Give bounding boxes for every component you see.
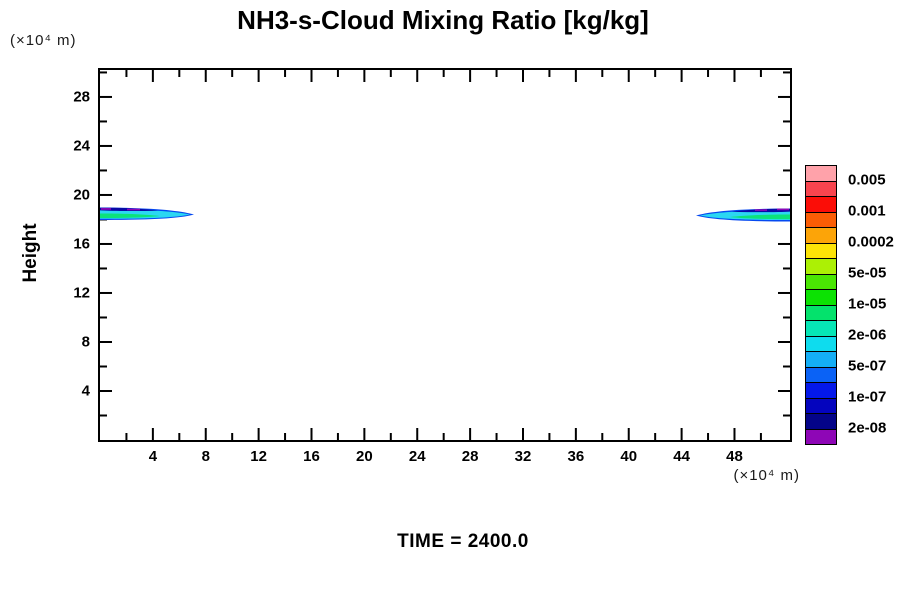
colorbar-label: 1e-05 <box>848 295 887 313</box>
colorbar-label: 0.0002 <box>848 233 894 251</box>
left-cloud-band <box>101 208 111 210</box>
colorbar-cell <box>806 336 836 352</box>
colorbar-cell <box>806 414 836 430</box>
left-cloud-band <box>127 208 140 211</box>
right-cloud-band <box>730 214 790 220</box>
plot-svg <box>100 70 790 440</box>
x-tick-label: 12 <box>250 448 267 465</box>
colorbar-cell <box>806 383 836 399</box>
y-axis-unit-label: (×10⁴ m) <box>10 32 77 49</box>
colorbar-cell <box>806 166 836 182</box>
x-tick-label: 36 <box>567 448 585 465</box>
colorbar-label: 5e-05 <box>848 264 887 282</box>
time-label: TIME = 2400.0 <box>397 531 529 552</box>
x-tick-label: 8 <box>201 448 210 465</box>
x-tick-label: 16 <box>303 448 320 465</box>
y-tick-label: 4 <box>81 382 90 400</box>
colorbar-legend <box>805 165 837 445</box>
colorbar-cell <box>806 212 836 228</box>
colorbar-cell <box>806 290 836 306</box>
x-tick-label: 48 <box>726 448 743 465</box>
y-tick-label: 12 <box>73 284 90 302</box>
colorbar-label: 2e-06 <box>848 326 887 344</box>
colorbar-cell <box>806 228 836 244</box>
colorbar-cell <box>806 274 836 290</box>
colorbar-label: 0.001 <box>848 202 886 220</box>
colorbar-cell <box>806 367 836 383</box>
right-cloud-band <box>777 208 789 211</box>
colorbar-cell <box>806 398 836 414</box>
colorbar-cell <box>806 429 836 444</box>
chart-title: NH3-s-Cloud Mixing Ratio [kg/kg] <box>237 5 649 35</box>
colorbar-cell <box>806 259 836 275</box>
colorbar-cell <box>806 321 836 337</box>
x-tick-label: 4 <box>148 448 158 465</box>
x-tick-label: 44 <box>673 448 690 465</box>
colorbar-label: 5e-07 <box>848 357 887 375</box>
y-tick-label: 24 <box>73 137 90 155</box>
colorbar-cell <box>806 181 836 197</box>
colorbar-cell <box>806 305 836 321</box>
colorbar-cell <box>806 243 836 259</box>
x-tick-label: 32 <box>514 448 532 465</box>
colorbar-cell <box>806 352 836 368</box>
colorbar-cell <box>806 197 836 213</box>
left-cloud-band <box>100 213 160 218</box>
y-tick-label: 20 <box>73 186 90 204</box>
x-axis-unit-label: (×10⁴ m) <box>733 467 800 484</box>
plot-area <box>98 68 792 442</box>
x-tick-label: 28 <box>461 448 479 465</box>
colorbar-label: 0.005 <box>848 171 886 189</box>
x-tick-label: 20 <box>356 448 373 465</box>
y-axis-title: Height <box>20 223 41 283</box>
right-cloud-band <box>755 209 767 211</box>
y-tick-label: 8 <box>81 333 90 351</box>
y-tick-label: 16 <box>73 235 90 253</box>
colorbar-label: 1e-07 <box>848 388 887 406</box>
colorbar-label: 2e-08 <box>848 419 887 437</box>
y-tick-label: 28 <box>73 88 90 106</box>
x-tick-label: 24 <box>408 448 426 465</box>
x-tick-label: 40 <box>620 448 638 465</box>
